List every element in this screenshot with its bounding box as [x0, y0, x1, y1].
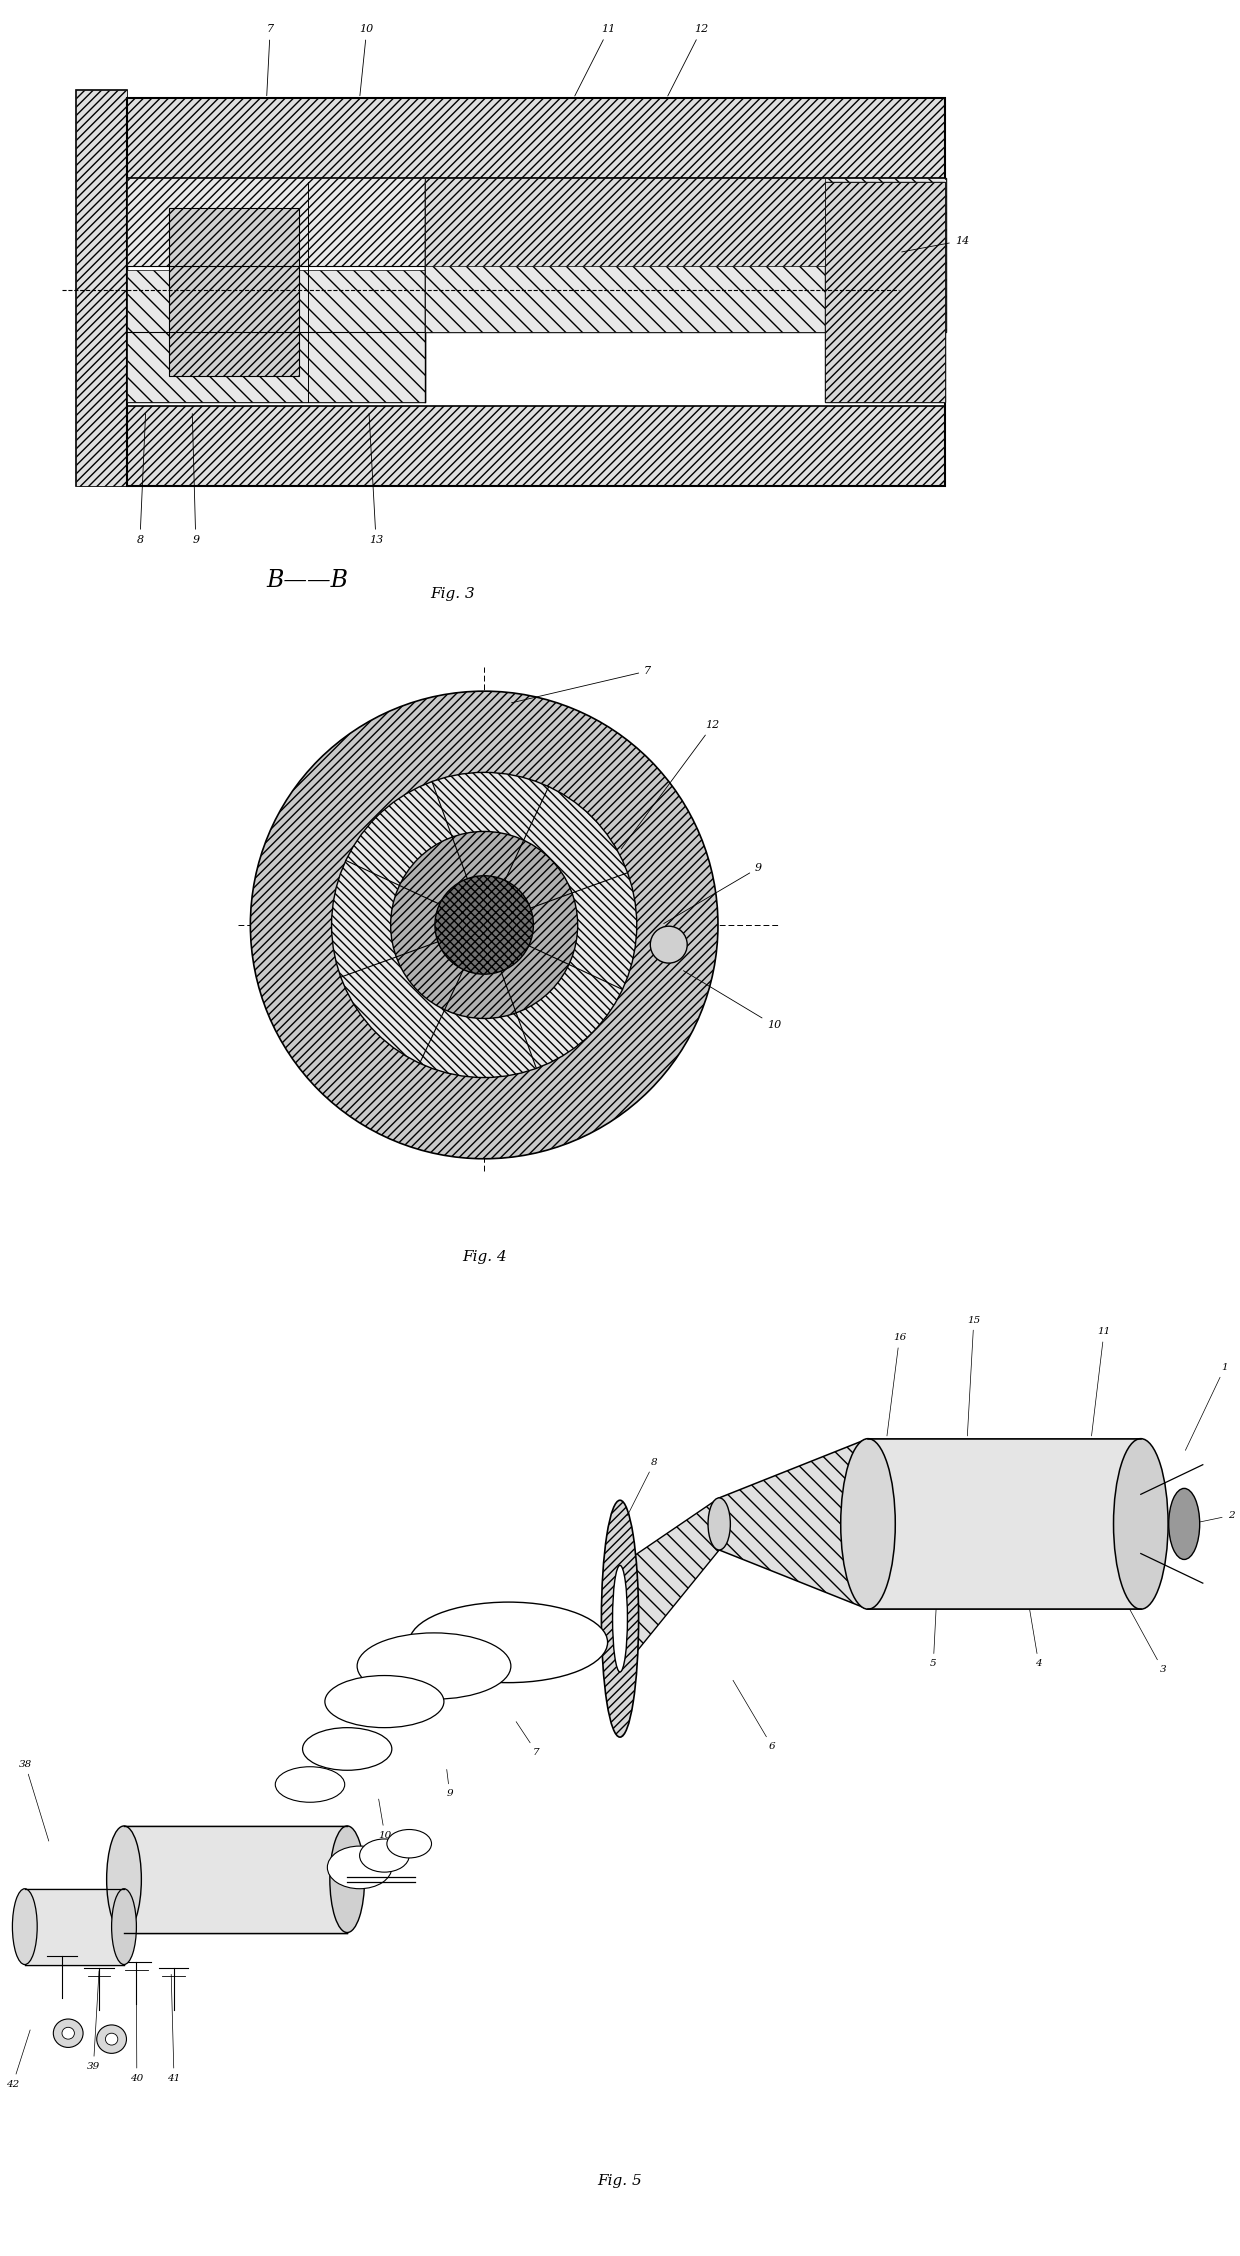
Text: 2: 2	[1193, 1512, 1234, 1523]
Ellipse shape	[409, 1602, 608, 1683]
Polygon shape	[719, 1439, 868, 1609]
Text: 38: 38	[19, 1760, 48, 1841]
Text: 14: 14	[901, 235, 968, 253]
Text: 10: 10	[683, 970, 781, 1031]
Ellipse shape	[841, 1439, 895, 1609]
Bar	[825, 183, 945, 402]
Text: 12: 12	[668, 25, 708, 97]
Circle shape	[53, 2019, 83, 2048]
Text: 16: 16	[887, 1333, 906, 1435]
Ellipse shape	[12, 1888, 37, 1965]
Text: 5: 5	[930, 1609, 936, 1667]
Text: 9: 9	[663, 862, 763, 923]
Ellipse shape	[303, 1728, 392, 1771]
Text: 10: 10	[378, 1798, 392, 1841]
Ellipse shape	[601, 1500, 639, 1737]
Ellipse shape	[387, 1830, 432, 1859]
Circle shape	[250, 690, 718, 1160]
Text: 1: 1	[1185, 1363, 1228, 1451]
Bar	[76, 90, 128, 485]
Text: 9: 9	[446, 1769, 453, 1798]
Ellipse shape	[275, 1766, 345, 1803]
Text: 13: 13	[370, 413, 383, 544]
Bar	[128, 406, 945, 485]
Polygon shape	[25, 1888, 124, 1965]
Ellipse shape	[374, 1845, 394, 1866]
Bar	[128, 183, 424, 402]
Bar	[424, 178, 945, 332]
Ellipse shape	[708, 1498, 730, 1550]
Text: 8: 8	[136, 413, 145, 544]
Polygon shape	[620, 1498, 719, 1672]
Text: Fig. 5: Fig. 5	[598, 2175, 642, 2188]
Ellipse shape	[1114, 1439, 1168, 1609]
Polygon shape	[868, 1439, 1141, 1609]
Ellipse shape	[360, 1839, 409, 1872]
Circle shape	[331, 772, 637, 1078]
Text: 7: 7	[267, 25, 274, 95]
Text: 7: 7	[511, 666, 651, 704]
Text: 42: 42	[6, 2030, 30, 2089]
Ellipse shape	[613, 1566, 627, 1672]
Text: 3: 3	[1130, 1609, 1166, 1674]
Ellipse shape	[367, 1685, 402, 1719]
Circle shape	[391, 832, 578, 1017]
Bar	[128, 99, 945, 485]
Ellipse shape	[112, 1888, 136, 1965]
Ellipse shape	[481, 1615, 536, 1669]
Ellipse shape	[325, 1676, 444, 1728]
Bar	[825, 183, 945, 402]
Ellipse shape	[332, 1735, 362, 1764]
Text: 12: 12	[621, 720, 720, 848]
Text: B——B: B——B	[267, 569, 348, 593]
Ellipse shape	[327, 1845, 392, 1888]
Text: 40: 40	[130, 1976, 144, 2082]
Circle shape	[435, 875, 533, 975]
Text: 15: 15	[967, 1315, 981, 1435]
Circle shape	[97, 2026, 126, 2053]
Text: 39: 39	[87, 1972, 100, 2071]
Ellipse shape	[357, 1633, 511, 1699]
Ellipse shape	[412, 1645, 456, 1687]
Polygon shape	[124, 1825, 347, 1933]
Text: 7: 7	[516, 1721, 539, 1757]
Text: 41: 41	[167, 1974, 181, 2082]
Text: Fig. 4: Fig. 4	[461, 1250, 507, 1263]
Bar	[169, 208, 299, 374]
Bar	[76, 90, 128, 485]
Ellipse shape	[298, 1773, 322, 1796]
Text: Fig. 3: Fig. 3	[430, 587, 475, 600]
Ellipse shape	[1168, 1489, 1200, 1559]
Text: 4: 4	[1029, 1609, 1042, 1667]
Ellipse shape	[401, 1836, 418, 1852]
Bar	[128, 99, 945, 178]
Circle shape	[105, 2033, 118, 2044]
Bar	[128, 178, 424, 266]
Circle shape	[62, 2028, 74, 2039]
Bar	[424, 178, 945, 332]
Ellipse shape	[330, 1825, 365, 1933]
Text: 8: 8	[627, 1457, 657, 1516]
Ellipse shape	[347, 1854, 372, 1879]
Text: 11: 11	[575, 25, 615, 97]
Circle shape	[650, 927, 687, 963]
Bar	[424, 178, 825, 266]
Text: 9: 9	[192, 413, 200, 544]
Ellipse shape	[107, 1825, 141, 1933]
Text: 11: 11	[1091, 1327, 1111, 1435]
Text: 6: 6	[733, 1681, 775, 1751]
Text: 10: 10	[360, 25, 373, 95]
Bar	[128, 271, 424, 402]
